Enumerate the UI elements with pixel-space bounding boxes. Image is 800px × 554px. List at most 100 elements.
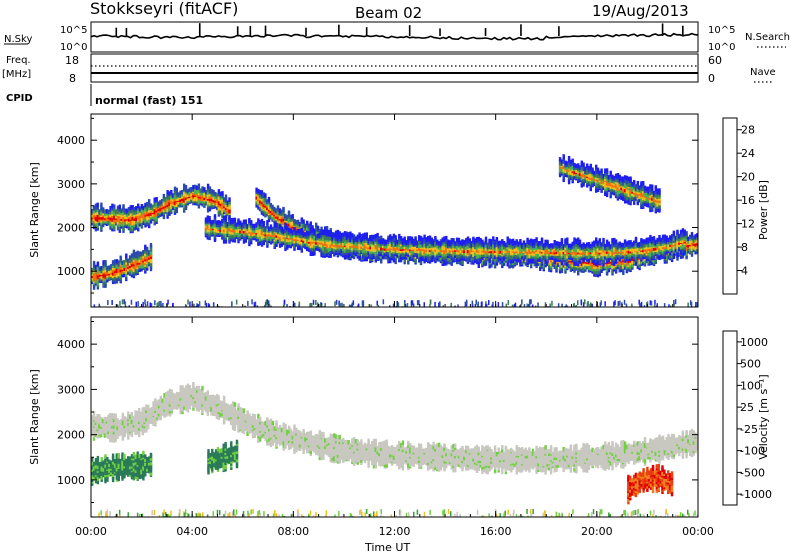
range-cell [334, 250, 338, 256]
noise-cell [564, 305, 566, 307]
range-cell [374, 255, 377, 260]
range-cell [121, 269, 124, 274]
noise-cell [294, 302, 296, 307]
range-cell [278, 214, 281, 219]
range-cell [228, 217, 231, 222]
range-cell [239, 234, 242, 240]
range-cell [91, 275, 94, 281]
range-cell [399, 238, 403, 244]
range-cell [302, 232, 305, 237]
range-cell [282, 240, 285, 246]
range-cell [390, 240, 394, 245]
range-cell [100, 274, 103, 279]
range-cell [271, 226, 275, 232]
noise-cell [377, 304, 380, 307]
range-cell [296, 229, 300, 234]
nsky-panel [90, 21, 699, 53]
noise-cell [317, 302, 319, 307]
range-cell [371, 239, 374, 245]
range-cell [685, 251, 688, 256]
range-cell [100, 227, 103, 232]
range-cell [148, 208, 151, 213]
noise-cell [412, 303, 415, 307]
noise-cell [198, 301, 201, 307]
range-cell [194, 189, 197, 195]
range-cell [363, 245, 367, 250]
range-cell [336, 236, 340, 242]
range-cell [365, 238, 368, 244]
range-cell [363, 256, 367, 262]
range-cell [111, 206, 114, 211]
range-cell [117, 260, 120, 265]
range-cell [192, 196, 195, 202]
range-cell [309, 243, 312, 249]
range-cell [389, 256, 392, 261]
range-cell [638, 258, 641, 263]
range-cell [618, 267, 621, 272]
noise-cell [193, 303, 195, 307]
range-cell [347, 251, 350, 256]
range-cell [280, 227, 284, 232]
range-cell [282, 220, 285, 225]
range-cell [197, 197, 201, 203]
range-cell [387, 244, 390, 249]
noise-cell [268, 303, 271, 307]
range-cell [168, 205, 171, 210]
range-cell [116, 216, 120, 221]
range-cell [142, 205, 145, 211]
range-cell [148, 199, 151, 204]
range-cell [113, 271, 117, 277]
range-cell [360, 244, 363, 250]
range-cell [170, 195, 173, 200]
range-cell [148, 221, 151, 226]
range-cell [129, 223, 132, 228]
range-cell [231, 217, 235, 223]
range-cell [149, 243, 153, 248]
range-cell [584, 267, 587, 272]
range-cell [103, 211, 107, 217]
range-cell [315, 222, 318, 228]
noise-cell [205, 303, 208, 307]
range-cell [100, 266, 103, 271]
noise-cell [527, 303, 530, 307]
noise-cell [631, 303, 633, 307]
noise-cell [235, 299, 238, 305]
range-cell [217, 225, 220, 230]
range-cell [148, 211, 151, 216]
range-cell [636, 264, 639, 269]
range-cell [230, 224, 233, 229]
range-cell [205, 199, 208, 205]
range-cell [135, 225, 138, 230]
range-cell [371, 242, 374, 248]
range-cell [287, 227, 291, 233]
range-cell [392, 256, 396, 261]
freq-panel [90, 53, 699, 83]
range-cell [259, 227, 262, 232]
range-cell [369, 239, 372, 244]
range-cell [151, 214, 155, 219]
range-cell [342, 249, 345, 254]
noise-cell [669, 305, 672, 307]
noise-cell [668, 304, 670, 307]
range-cell [652, 258, 656, 264]
range-cell [142, 254, 145, 259]
range-cell [363, 248, 367, 253]
range-cell [289, 240, 293, 245]
range-cell [302, 229, 305, 235]
range-cell [607, 267, 611, 273]
range-cell [351, 233, 354, 238]
range-cell [394, 246, 397, 252]
range-cell [276, 221, 280, 226]
range-cell [113, 204, 116, 209]
range-cell [611, 271, 614, 276]
range-cell [306, 233, 309, 238]
range-cell [206, 218, 209, 223]
range-cell [304, 226, 307, 232]
range-cell [524, 261, 527, 266]
range-cell [493, 261, 497, 267]
range-cell [560, 267, 564, 272]
noise-cell [244, 305, 246, 307]
range-cell [369, 244, 372, 250]
range-cell [231, 233, 235, 239]
range-cell [287, 218, 291, 224]
